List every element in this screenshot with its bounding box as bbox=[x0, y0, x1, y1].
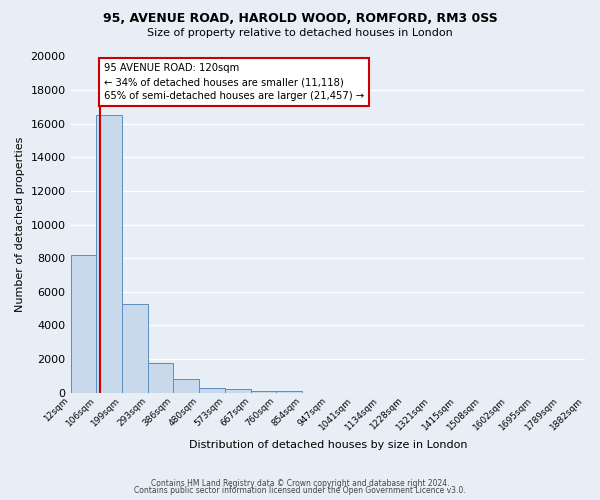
Text: Size of property relative to detached houses in London: Size of property relative to detached ho… bbox=[147, 28, 453, 38]
Bar bbox=[96, 116, 122, 392]
Bar bbox=[173, 380, 199, 392]
Text: Contains public sector information licensed under the Open Government Licence v3: Contains public sector information licen… bbox=[134, 486, 466, 495]
Bar bbox=[225, 390, 251, 392]
Y-axis label: Number of detached properties: Number of detached properties bbox=[15, 137, 25, 312]
Text: Contains HM Land Registry data © Crown copyright and database right 2024.: Contains HM Land Registry data © Crown c… bbox=[151, 478, 449, 488]
Bar bbox=[148, 364, 173, 392]
Bar bbox=[71, 255, 96, 392]
Bar bbox=[199, 388, 225, 392]
Text: 95 AVENUE ROAD: 120sqm
← 34% of detached houses are smaller (11,118)
65% of semi: 95 AVENUE ROAD: 120sqm ← 34% of detached… bbox=[104, 63, 364, 101]
Bar bbox=[122, 304, 148, 392]
Bar bbox=[251, 390, 277, 392]
X-axis label: Distribution of detached houses by size in London: Distribution of detached houses by size … bbox=[188, 440, 467, 450]
Text: 95, AVENUE ROAD, HAROLD WOOD, ROMFORD, RM3 0SS: 95, AVENUE ROAD, HAROLD WOOD, ROMFORD, R… bbox=[103, 12, 497, 26]
